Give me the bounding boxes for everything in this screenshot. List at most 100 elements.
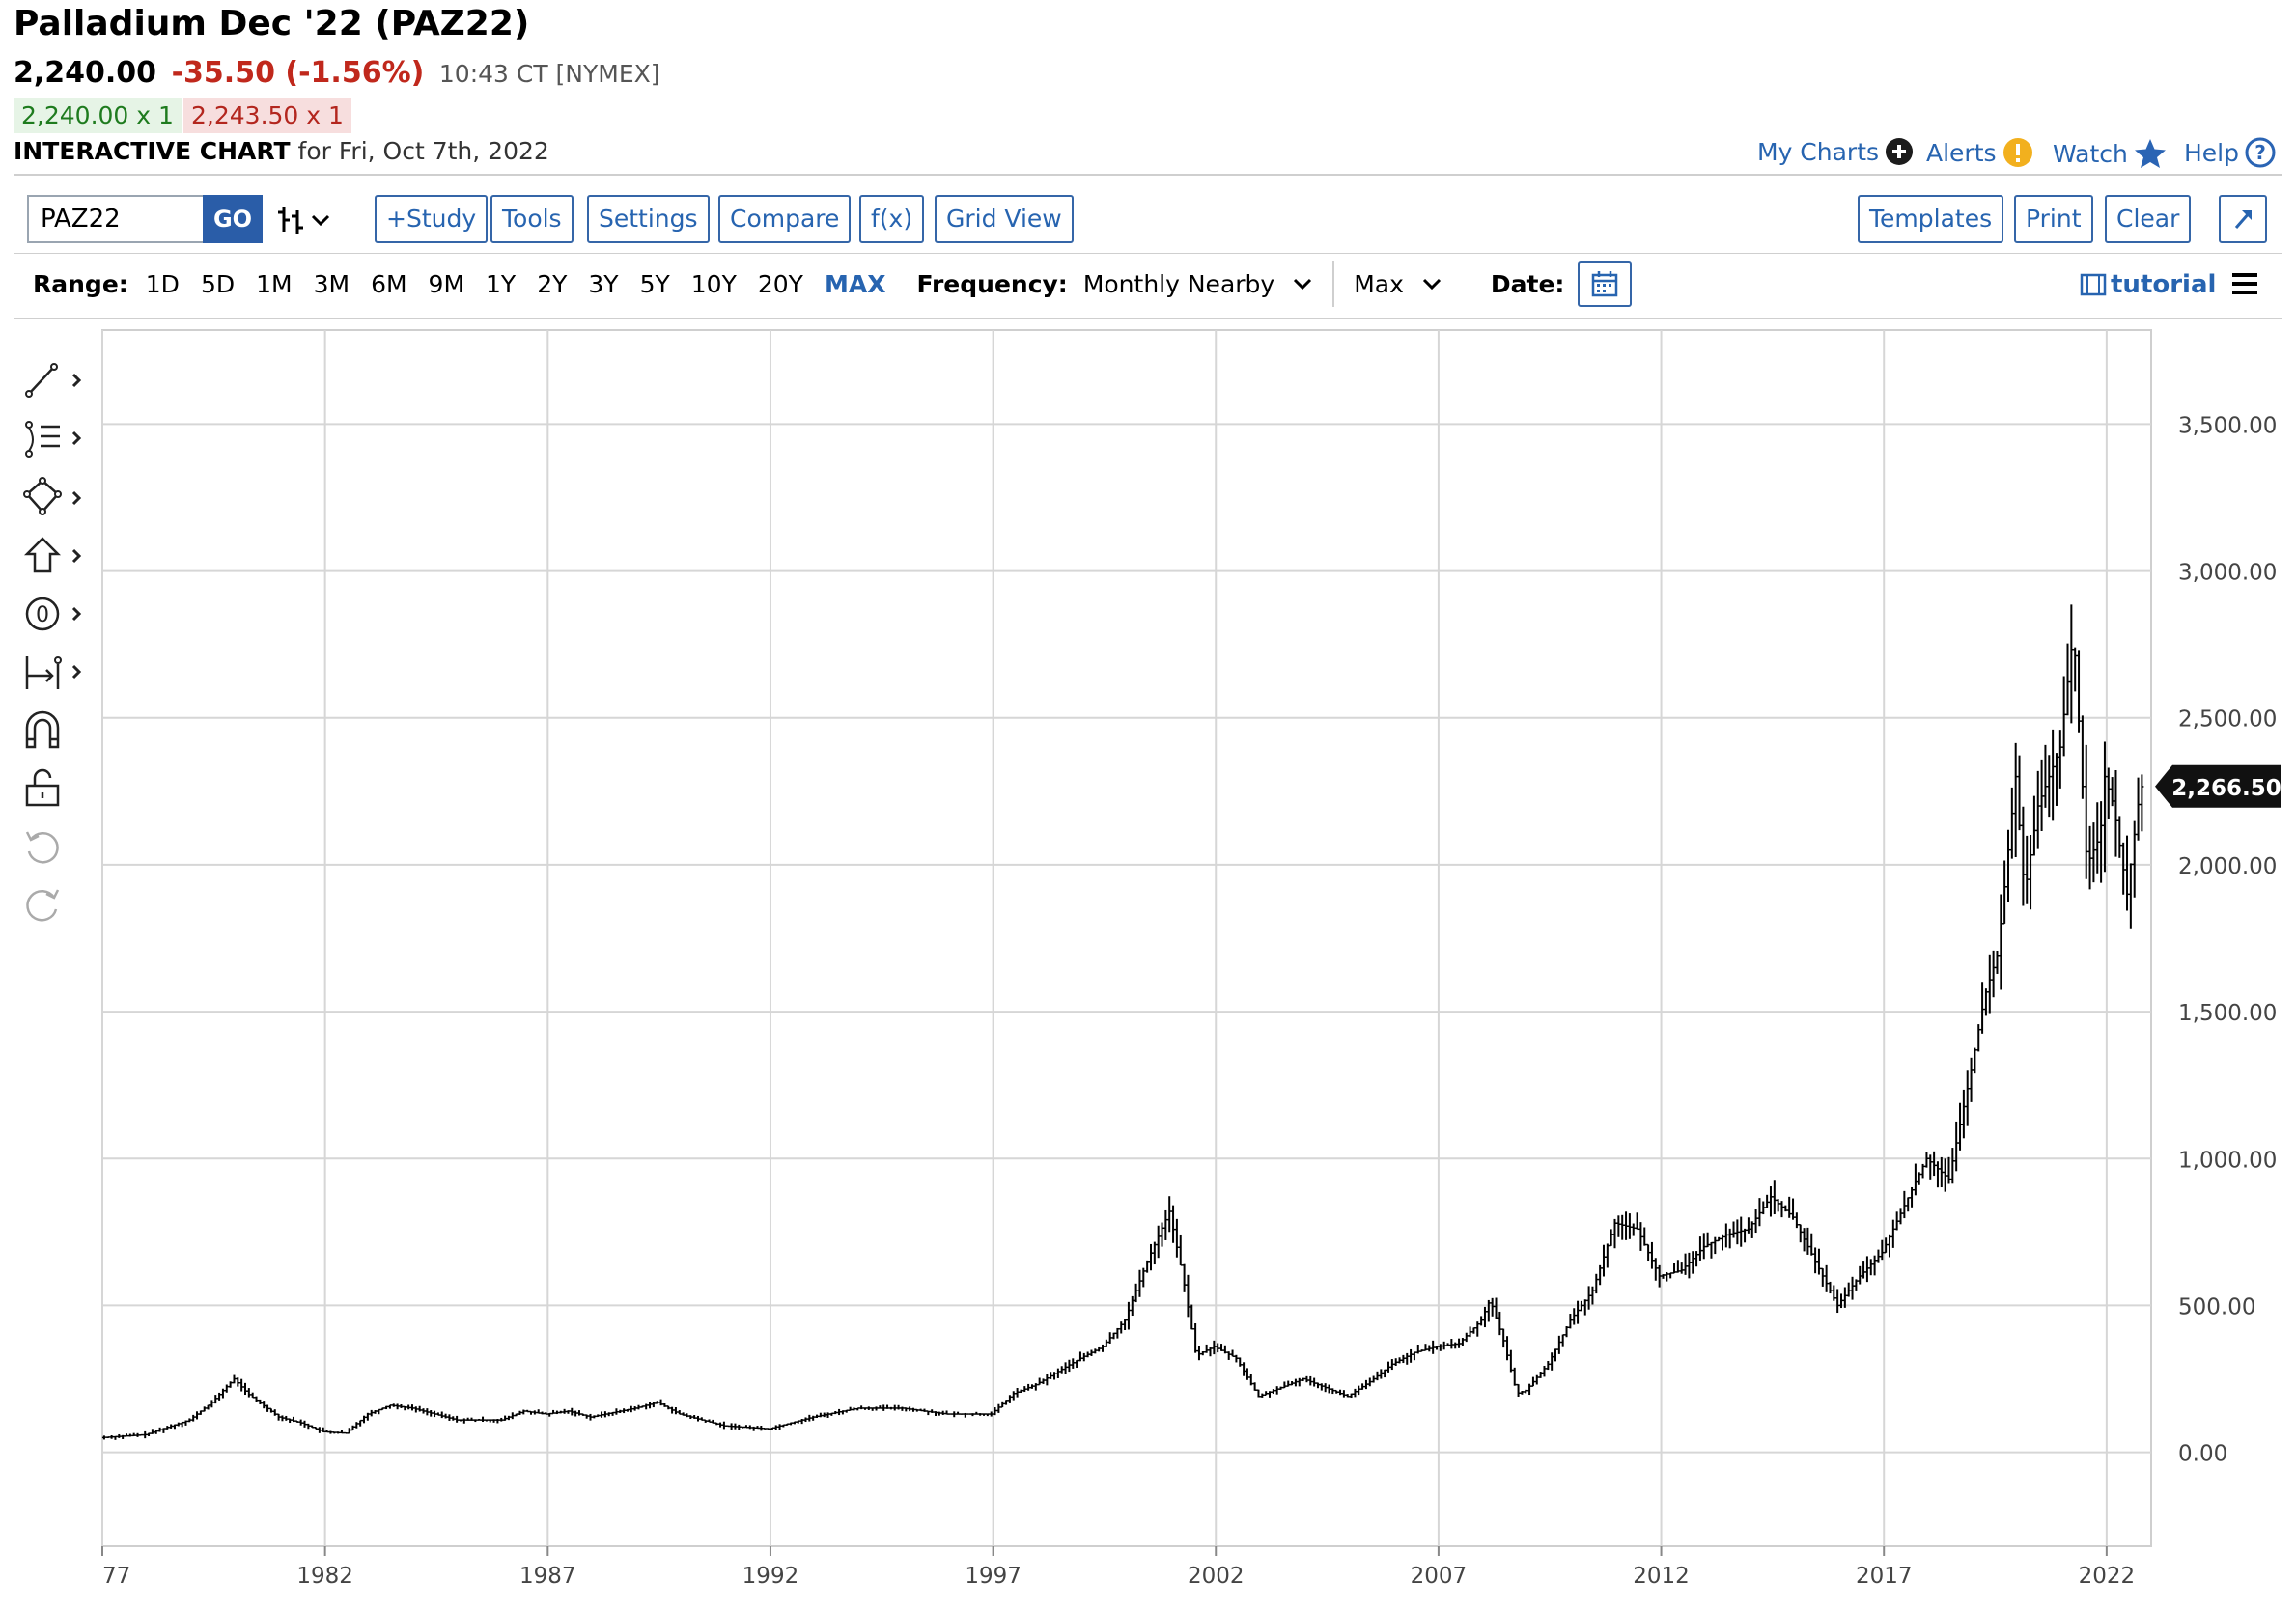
range-1m[interactable]: 1M: [256, 269, 293, 298]
measure-tool-button[interactable]: [23, 651, 85, 693]
lock-button[interactable]: [23, 766, 85, 809]
templates-button[interactable]: Templates: [1858, 195, 2004, 243]
alerts-label: Alerts: [1926, 138, 1997, 167]
range-bar: Range: 1D 5D 1M 3M 6M 9M 1Y 2Y 3Y 5Y 10Y…: [33, 261, 1633, 307]
chart-caption-date: for Fri, Oct 7th, 2022: [297, 137, 549, 165]
shape-tool-button[interactable]: [23, 477, 85, 519]
last-price-label: 2,266.50: [2171, 776, 2282, 801]
go-button[interactable]: GO: [203, 195, 263, 243]
period-dropdown[interactable]: Max: [1354, 270, 1442, 298]
my-charts-link[interactable]: My Charts: [1757, 137, 1914, 166]
x-tick-label: 1987: [519, 1564, 576, 1589]
last-price: 2,240.00: [14, 56, 157, 90]
symbol-input[interactable]: [27, 195, 220, 243]
ask-badge: 2,243.50 x 1: [183, 98, 351, 133]
quote-time: 10:43 CT [NYMEX]: [438, 60, 660, 88]
compare-button[interactable]: Compare: [718, 195, 852, 243]
chevron-down-icon: [1294, 278, 1312, 291]
help-label: Help: [2184, 138, 2239, 167]
alert-icon: [2002, 138, 2032, 167]
print-button[interactable]: Print: [2014, 195, 2093, 243]
expand-button[interactable]: [2219, 195, 2267, 243]
range-10y[interactable]: 10Y: [690, 269, 737, 298]
x-tick-label: 2022: [2079, 1564, 2136, 1589]
fib-tool-icon: [25, 421, 82, 458]
date-picker-button[interactable]: [1578, 261, 1633, 307]
magnet-icon: [25, 710, 60, 749]
range-20y[interactable]: 20Y: [757, 269, 803, 298]
range-label: Range:: [33, 269, 128, 298]
annotation-tool-button[interactable]: 0: [23, 593, 85, 635]
bid-badge: 2,240.00 x 1: [14, 98, 182, 133]
star-icon: [2134, 139, 2166, 168]
y-tick-label: 3,500.00: [2178, 413, 2277, 438]
redo-icon: [26, 889, 60, 922]
svg-text:0: 0: [36, 603, 49, 627]
plot-frame: [101, 329, 2152, 1547]
hamburger-icon: [2232, 273, 2257, 294]
range-1y[interactable]: 1Y: [486, 269, 517, 298]
toolbar-divider: [14, 253, 2282, 254]
annotation-tool-icon: 0: [25, 597, 82, 631]
chart-caption-label: INTERACTIVE CHART: [14, 137, 291, 165]
study-button[interactable]: +Study: [375, 195, 489, 243]
tutorial-label: tutorial: [2111, 270, 2217, 299]
quote-line: 2,240.00 -35.50 (-1.56%) 10:43 CT [NYMEX…: [14, 56, 660, 90]
measure-tool-icon: [25, 656, 82, 689]
x-tick-label: 77: [102, 1564, 130, 1589]
range-2y[interactable]: 2Y: [537, 269, 568, 298]
calendar-icon: [1592, 271, 1618, 297]
header-divider: [14, 174, 2282, 176]
grid-view-button[interactable]: Grid View: [935, 195, 1074, 243]
y-tick-label: 1,500.00: [2178, 1001, 2277, 1026]
settings-button[interactable]: Settings: [587, 195, 710, 243]
clear-button[interactable]: Clear: [2105, 195, 2192, 243]
chart-grid: [101, 329, 2152, 1547]
range-divider: [1332, 261, 1335, 307]
lock-icon: [25, 768, 60, 807]
y-tick-label: 3,000.00: [2178, 561, 2277, 586]
redo-button[interactable]: [23, 884, 85, 927]
date-label: Date:: [1490, 269, 1565, 298]
function-button[interactable]: f(x): [859, 195, 925, 243]
alerts-link[interactable]: Alerts: [1926, 137, 2033, 168]
arrow-tool-icon: [23, 537, 82, 573]
magnet-button[interactable]: [23, 708, 85, 751]
range-9m[interactable]: 9M: [428, 269, 465, 298]
x-tick-label: 1997: [965, 1564, 1022, 1589]
line-tool-icon: [25, 363, 82, 398]
fib-tool-button[interactable]: [23, 417, 85, 459]
help-link[interactable]: Help ?: [2184, 137, 2276, 168]
menu-button[interactable]: [2230, 270, 2259, 301]
tutorial-link[interactable]: tutorial: [2080, 270, 2216, 299]
range-5y[interactable]: 5Y: [639, 269, 670, 298]
x-tick-label: 2012: [1633, 1564, 1690, 1589]
watch-link[interactable]: Watch: [2053, 137, 2167, 170]
frequency-dropdown[interactable]: Monthly Nearby: [1083, 270, 1313, 298]
range-5d[interactable]: 5D: [200, 269, 236, 298]
shape-tool-icon: [23, 477, 82, 515]
my-charts-label: My Charts: [1757, 137, 1880, 166]
film-icon: [2080, 273, 2107, 296]
range-1d[interactable]: 1D: [145, 269, 180, 298]
chart-type-dropdown[interactable]: [276, 199, 338, 241]
price-change: -35.50 (-1.56%): [171, 56, 425, 90]
range-divider-line: [14, 318, 2282, 319]
range-6m[interactable]: 6M: [371, 269, 407, 298]
undo-button[interactable]: [23, 826, 85, 869]
tools-button[interactable]: Tools: [490, 195, 574, 243]
expand-icon: [2234, 210, 2252, 229]
watch-label: Watch: [2053, 139, 2128, 168]
line-tool-button[interactable]: [23, 359, 85, 402]
y-tick-label: 1,000.00: [2178, 1148, 2277, 1173]
chart-axes: 0.00 500.00 1,000.00 1,500.00 2,000.00 2,500.…: [101, 413, 2282, 1589]
ohlc-bar-icon: [278, 207, 330, 234]
range-3y[interactable]: 3Y: [588, 269, 619, 298]
undo-icon: [25, 831, 59, 864]
price-bars: [101, 604, 2144, 1440]
arrow-tool-button[interactable]: [23, 535, 85, 577]
range-max[interactable]: MAX: [824, 269, 886, 298]
y-tick-label: 500.00: [2178, 1294, 2255, 1319]
range-3m[interactable]: 3M: [313, 269, 350, 298]
